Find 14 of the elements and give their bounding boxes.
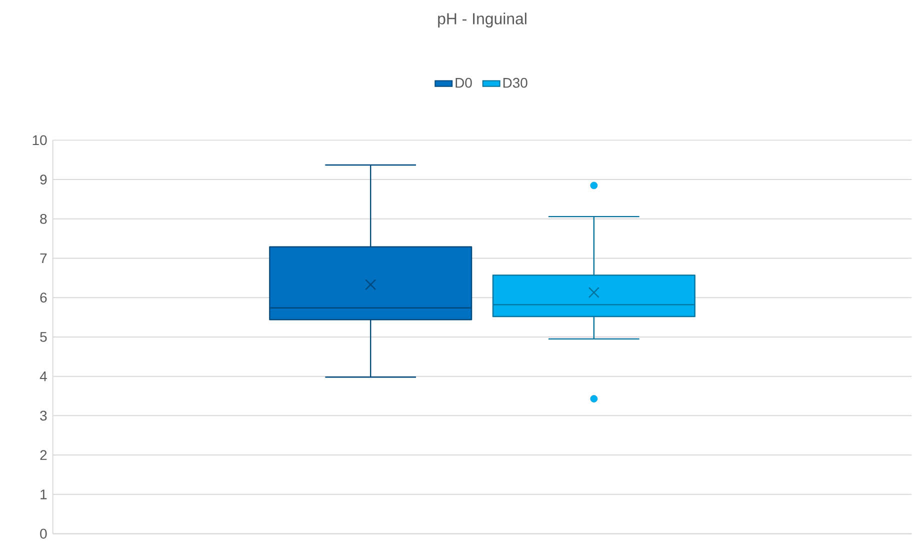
y-tick-label: 9	[40, 174, 47, 184]
y-tick-label: 7	[40, 253, 47, 264]
y-tick-label: 10	[32, 135, 47, 146]
chart-title: pH - Inguinal	[438, 12, 526, 28]
y-tick-label: 3	[40, 410, 47, 421]
legend-label: D30	[503, 78, 528, 88]
y-tick-label: 1	[40, 490, 47, 500]
legend-label: D0	[456, 78, 472, 88]
y-tick-label: 2	[40, 450, 47, 460]
y-tick-label: 4	[40, 372, 47, 382]
y-tick-label: 0	[40, 528, 47, 539]
y-tick-label: 6	[40, 292, 47, 303]
y-tick-label: 5	[40, 332, 47, 342]
y-tick-label: 8	[40, 214, 47, 224]
